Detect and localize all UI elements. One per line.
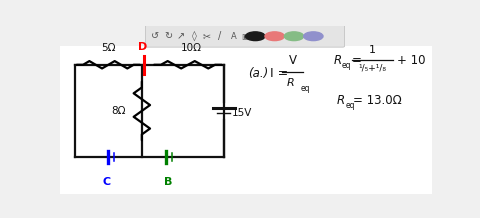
Text: ◊: ◊	[192, 31, 196, 41]
Text: eq: eq	[345, 101, 355, 110]
Text: = 13.0Ω: = 13.0Ω	[353, 94, 401, 107]
Text: /: /	[218, 31, 222, 41]
Text: 1: 1	[369, 46, 376, 56]
Text: C: C	[102, 177, 110, 187]
Text: I =: I =	[270, 67, 288, 80]
Text: A: A	[231, 32, 237, 41]
FancyBboxPatch shape	[145, 25, 345, 47]
Text: 8Ω: 8Ω	[112, 106, 126, 116]
Text: 5Ω: 5Ω	[101, 43, 116, 53]
Circle shape	[265, 32, 284, 41]
Circle shape	[304, 32, 323, 41]
Text: 10Ω: 10Ω	[180, 43, 202, 53]
Text: eq: eq	[342, 61, 351, 70]
Text: ↺: ↺	[151, 31, 159, 41]
Text: R: R	[337, 94, 345, 107]
Text: ▣: ▣	[241, 32, 249, 41]
Text: R: R	[287, 78, 295, 88]
Text: ✂: ✂	[203, 31, 211, 41]
Circle shape	[246, 32, 265, 41]
Text: ¹/₅+¹/₈: ¹/₅+¹/₈	[359, 64, 386, 73]
Text: =: =	[352, 54, 362, 67]
Text: D: D	[138, 42, 147, 52]
Text: ↗: ↗	[177, 31, 185, 41]
Bar	[60, 46, 432, 194]
Text: R: R	[334, 54, 342, 67]
Text: (a.): (a.)	[248, 67, 268, 80]
Circle shape	[284, 32, 304, 41]
Text: V: V	[288, 54, 297, 67]
Text: + 10: + 10	[396, 54, 425, 67]
Text: ↻: ↻	[164, 31, 172, 41]
Text: B: B	[164, 177, 172, 187]
Text: 15V: 15V	[232, 108, 252, 118]
Text: eq: eq	[300, 84, 310, 93]
